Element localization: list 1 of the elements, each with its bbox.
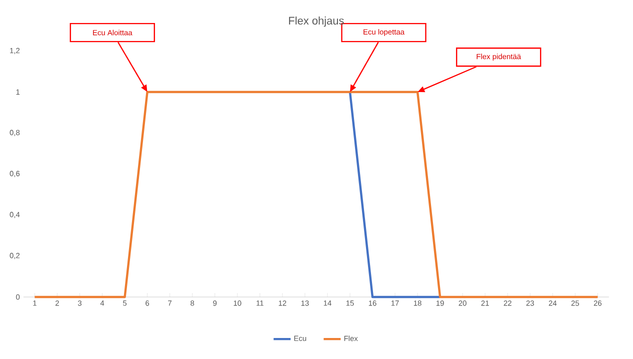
chart-title: Flex ohjaus xyxy=(289,16,344,27)
